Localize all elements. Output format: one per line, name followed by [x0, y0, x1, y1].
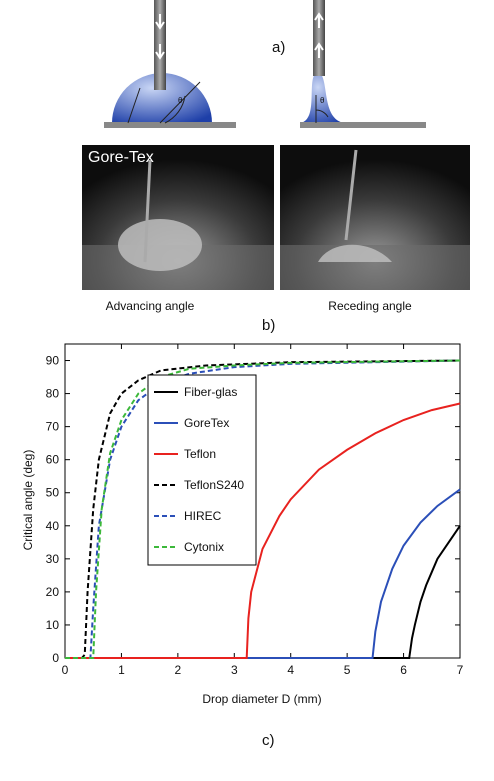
legend-label: Fiber-glas [184, 385, 237, 399]
y-tick-label: 60 [46, 453, 60, 467]
x-tick-label: 2 [175, 663, 182, 677]
legend-label: HIREC [184, 509, 222, 523]
y-tick-label: 40 [46, 519, 60, 533]
photo-label: Gore-Tex [88, 149, 154, 166]
x-tick-label: 5 [344, 663, 351, 677]
legend-label: Teflon [184, 447, 216, 461]
legend-label: Cytonix [184, 540, 224, 554]
y-tick-label: 20 [46, 585, 60, 599]
plot: 0 10 20 30 40 50 60 70 80 90 0 1 2 3 4 5 6 7 Fiber-glas Gor… [46, 344, 464, 677]
x-tick-label: 1 [118, 663, 125, 677]
panel-label: a) [272, 39, 285, 56]
legend [148, 375, 256, 565]
y-tick-label: 0 [52, 651, 59, 665]
x-tick-label: 4 [287, 663, 294, 677]
legend-label: TeflonS240 [184, 478, 244, 492]
y-tick-label: 90 [46, 354, 60, 368]
photo-receding [280, 145, 470, 290]
svg-text:θ: θ [178, 96, 183, 105]
diagram-advancing: θ [104, 0, 236, 128]
photo-advancing: Gore-Tex [82, 145, 274, 290]
y-tick-label: 30 [46, 552, 60, 566]
x-tick-label: 7 [457, 663, 464, 677]
x-axis-label: Drop diameter D (mm) [202, 692, 321, 706]
diagram-receding: θ [300, 0, 426, 128]
caption: Advancing angle [106, 299, 195, 313]
panel-label: c) [262, 732, 275, 749]
y-tick-label: 50 [46, 486, 60, 500]
svg-text:θ: θ [320, 96, 325, 105]
x-tick-label: 0 [62, 663, 69, 677]
y-axis-label: Critical angle (deg) [21, 450, 35, 551]
caption: Receding angle [328, 299, 412, 313]
y-tick-label: 10 [46, 618, 60, 632]
y-tick-label: 70 [46, 420, 60, 434]
y-tick-label: 80 [46, 387, 60, 401]
x-tick-label: 6 [400, 663, 407, 677]
panel-label: b) [262, 317, 275, 334]
x-tick-label: 3 [231, 663, 238, 677]
figure: θ θ a) Gore-Tex Advancing angle Receding… [0, 0, 494, 776]
legend-label: GoreTex [184, 416, 229, 430]
